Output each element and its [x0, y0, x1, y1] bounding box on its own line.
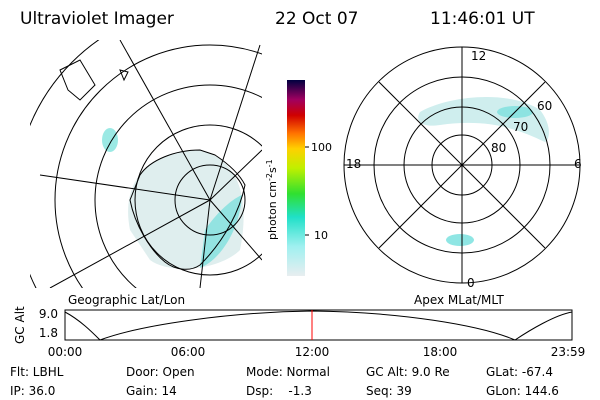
aurora: [446, 234, 474, 246]
aurora: [418, 97, 549, 142]
info-field: Door: Open: [126, 365, 195, 379]
label-part: -1: [265, 159, 274, 167]
mlt-label: 18: [346, 157, 361, 171]
mlt-label: 12: [471, 49, 486, 63]
mlat-label: 60: [537, 99, 552, 113]
info-field: Gain: 14: [126, 384, 177, 398]
mlt-label: 0: [467, 276, 475, 290]
info-field: GLon: 144.6: [486, 384, 559, 398]
info-field: Dsp: -1.3: [246, 384, 312, 398]
info-panel: Flt: LBHL Door: Open Mode: Normal GC Alt: 9…: [10, 365, 559, 398]
colorbar: [287, 80, 305, 276]
info-field: Seq: 39: [366, 384, 412, 398]
info-field: Flt: LBHL: [10, 365, 64, 379]
altitude-curve: [64, 310, 573, 341]
x-tick-label: 12:00: [295, 345, 330, 359]
info-field: GLat: -67.4: [486, 365, 553, 379]
label-part: -2: [265, 173, 274, 181]
polar-grid: [343, 46, 581, 284]
date: 22 Oct 07: [275, 9, 358, 29]
colorbar-label: photon cm-2s-1: [265, 159, 279, 240]
y-tick-label: 9.0: [39, 307, 58, 321]
x-tick-label: 06:00: [171, 345, 206, 359]
x-tick-label: 23:59: [551, 345, 586, 359]
mlt-label: 6: [574, 157, 582, 171]
colorbar-tick-label: 100: [311, 141, 332, 154]
x-tick-label: 00:00: [48, 345, 83, 359]
colorbar-tick-label: 10: [314, 229, 328, 242]
info-field: GC Alt: 9.0 Re: [366, 365, 450, 379]
altitude-frame: [64, 309, 573, 341]
info-field: Mode: Normal: [246, 365, 330, 379]
title: Ultraviolet Imager: [20, 9, 174, 29]
altitude-y-label: GC Alt: [13, 306, 27, 344]
x-tick-label: 18:00: [423, 345, 458, 359]
mlat-label: 80: [491, 141, 506, 155]
geographic-caption: Geographic Lat/Lon: [68, 293, 185, 307]
label-part: s: [266, 167, 279, 173]
aurora: [102, 128, 118, 152]
info-field: IP: 36.0: [10, 384, 55, 398]
geographic-map: [30, 40, 262, 288]
label-part: photon cm: [266, 181, 279, 240]
time: 11:46:01 UT: [430, 9, 535, 29]
y-tick-label: 1.8: [39, 326, 58, 340]
aurora: [200, 195, 242, 268]
mlat-label: 70: [513, 120, 528, 134]
polar-plot: [418, 97, 549, 246]
polar-caption: Apex MLat/MLT: [414, 293, 504, 307]
